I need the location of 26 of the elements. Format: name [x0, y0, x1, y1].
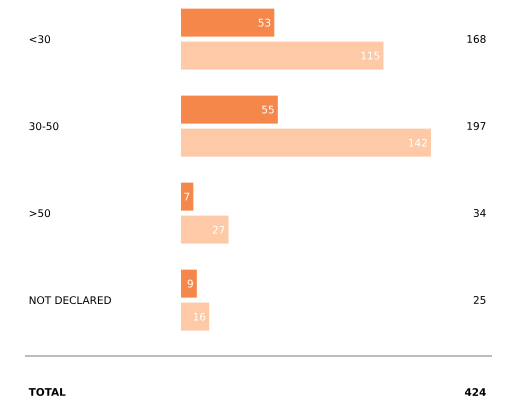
bar [181, 8, 274, 37]
text: 168 [467, 35, 486, 43]
data-label: 27 [212, 226, 224, 234]
data-label: 9 [188, 280, 193, 288]
bar [181, 42, 384, 70]
bar [181, 182, 194, 211]
data-label: 55 [262, 106, 274, 114]
y-tick-label: <30 [30, 35, 50, 44]
data-label: 16 [194, 312, 206, 321]
data-label: 7 [184, 192, 190, 200]
y-tick-label: NOT DECLARED [30, 296, 111, 304]
y-tick-label: 30-50 [29, 122, 58, 130]
text: 197 [467, 122, 486, 130]
bar [181, 216, 229, 244]
bar [181, 270, 197, 298]
bar [181, 128, 432, 157]
data-label: 115 [361, 52, 380, 60]
text: 34 [474, 209, 486, 217]
bar [181, 302, 210, 331]
text: TOTAL [28, 388, 66, 396]
data-label: 53 [258, 18, 270, 27]
text: 25 [474, 296, 486, 304]
bar [181, 96, 278, 124]
data-label: 142 [408, 138, 427, 147]
y-tick-label: >50 [30, 209, 50, 218]
text: 424 [464, 388, 486, 396]
